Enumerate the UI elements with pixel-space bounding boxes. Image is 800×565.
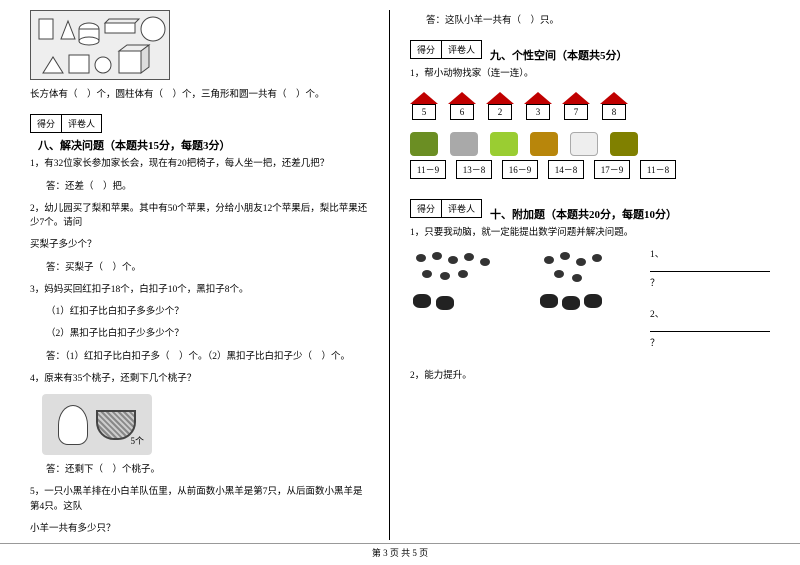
blank-line[interactable] xyxy=(650,322,770,332)
q8-4: 4，原来有35个桃子，还剩下几个桃子？ xyxy=(30,372,369,386)
q8-4-ans: 答：还剩下（ ）个桃子。 xyxy=(30,463,369,477)
section-10-title: 十、附加题（本题共20分，每题10分） xyxy=(490,206,677,222)
animal-row xyxy=(410,132,770,156)
qmark: ？ xyxy=(650,279,660,289)
line-label: 1、 xyxy=(650,250,664,260)
section-8-title: 八、解决问题（本题共15分，每题3分） xyxy=(38,137,369,153)
house-value: 5 xyxy=(412,104,436,120)
q8-1-ans: 答：还差（ ）把。 xyxy=(30,180,369,194)
house-item: 6 xyxy=(448,92,476,120)
q8-3-1: （1）红扣子比白扣子多多少个？ xyxy=(30,305,369,319)
score-label: 得分 xyxy=(31,115,62,132)
roof-icon xyxy=(448,92,476,104)
expr-box: 13－8 xyxy=(456,160,492,179)
q8-5a: 5，一只小黑羊排在小白羊队伍里，从前面数小黑羊是第7只，从后面数小黑羊是第4只。… xyxy=(30,485,369,514)
q8-3-ans: 答：（1）红扣子比白扣子多（ ）个。（2）黑扣子比白扣子少（ ）个。 xyxy=(30,350,369,364)
peach-count-label: 5个 xyxy=(130,434,144,447)
section-8-header: 得分 评卷人 xyxy=(30,106,369,137)
q8-2-ans: 答：买梨子（ ）个。 xyxy=(30,261,369,275)
house-item: 2 xyxy=(486,92,514,120)
house-value: 3 xyxy=(526,104,550,120)
kid-icon xyxy=(58,405,88,445)
right-column: 答：这队小羊一共有（ ）只。 得分 评卷人 九、个性空间（本题共5分） 1，帮小… xyxy=(410,10,770,540)
q8-2a: 2，幼儿园买了梨和苹果。其中有50个苹果，分给小朋友12个苹果后，梨比苹果还少7… xyxy=(30,202,369,231)
house-value: 7 xyxy=(564,104,588,120)
q10-1-content: 1、 ？ 2、 ？ xyxy=(410,244,770,356)
expr-box: 17－9 xyxy=(594,160,630,179)
peach-image: 5个 xyxy=(42,394,152,455)
page-container: 长方体有（ ）个，圆柱体有（ ）个，三角形和圆一共有（ ）个。 得分 评卷人 八… xyxy=(0,0,800,540)
bird-cluster xyxy=(410,250,510,310)
bird-cluster xyxy=(540,250,640,310)
page-footer: 第 3 页 共 5 页 xyxy=(0,543,800,559)
q8-1: 1，有32位家长参加家长会，现在有20把椅子，每人坐一把，还差几把？ xyxy=(30,157,369,171)
shapes-svg xyxy=(31,11,171,81)
animal-icon xyxy=(530,132,558,156)
score-label: 得分 xyxy=(411,41,442,58)
answer-line-1: 1、 ？ xyxy=(650,248,770,292)
q8-2b: 买梨子多少个？ xyxy=(30,238,369,252)
animal-icon xyxy=(610,132,638,156)
roof-icon xyxy=(410,92,438,104)
house-item: 3 xyxy=(524,92,552,120)
expr-box: 11－8 xyxy=(640,160,676,179)
shapes-caption: 长方体有（ ）个，圆柱体有（ ）个，三角形和圆一共有（ ）个。 xyxy=(30,88,369,102)
roof-icon xyxy=(600,92,628,104)
expr-box: 14－8 xyxy=(548,160,584,179)
q10-1: 1，只要我动脑，就一定能提出数学问题并解决问题。 xyxy=(410,226,770,240)
answer-lines: 1、 ？ 2、 ？ xyxy=(650,244,770,356)
q10-2: 2，能力提升。 xyxy=(410,369,770,383)
column-divider xyxy=(389,10,390,540)
q8-3-2: （2）黑扣子比白扣子少多少个？ xyxy=(30,327,369,341)
line-label: 2、 xyxy=(650,310,664,320)
animal-icon xyxy=(490,132,518,156)
roof-icon xyxy=(524,92,552,104)
score-table-9: 得分 评卷人 xyxy=(410,40,482,59)
house-value: 2 xyxy=(488,104,512,120)
expression-row: 11－9 13－8 16－9 14－8 17－9 11－8 xyxy=(410,160,770,179)
house-item: 5 xyxy=(410,92,438,120)
section-10-header: 得分 评卷人 十、附加题（本题共20分，每题10分） xyxy=(410,191,770,222)
flock-image xyxy=(410,250,640,310)
left-column: 长方体有（ ）个，圆柱体有（ ）个，三角形和圆一共有（ ）个。 得分 评卷人 八… xyxy=(30,10,369,540)
section-9-title: 九、个性空间（本题共5分） xyxy=(490,47,628,63)
roof-icon xyxy=(562,92,590,104)
score-label: 得分 xyxy=(411,200,442,217)
blank-line[interactable] xyxy=(650,262,770,272)
house-item: 7 xyxy=(562,92,590,120)
score-table-10: 得分 评卷人 xyxy=(410,199,482,218)
grader-label: 评卷人 xyxy=(442,41,481,58)
animal-icon xyxy=(570,132,598,156)
expr-box: 11－9 xyxy=(410,160,446,179)
roof-icon xyxy=(486,92,514,104)
qmark: ？ xyxy=(650,339,660,349)
grader-label: 评卷人 xyxy=(442,200,481,217)
q8-3: 3，妈妈买回红扣子18个，白扣子10个，黑扣子8个。 xyxy=(30,283,369,297)
house-value: 6 xyxy=(450,104,474,120)
q8-5-ans: 答：这队小羊一共有（ ）只。 xyxy=(410,14,770,28)
house-row: 5 6 2 3 7 8 xyxy=(410,92,770,120)
animal-icon xyxy=(450,132,478,156)
answer-line-2: 2、 ？ xyxy=(650,308,770,352)
q8-5b: 小羊一共有多少只？ xyxy=(30,522,369,536)
expr-box: 16－9 xyxy=(502,160,538,179)
animal-icon xyxy=(410,132,438,156)
shapes-image xyxy=(30,10,170,80)
house-value: 8 xyxy=(602,104,626,120)
q9-1: 1，帮小动物找家（连一连）。 xyxy=(410,67,770,81)
house-item: 8 xyxy=(600,92,628,120)
section-9-header: 得分 评卷人 九、个性空间（本题共5分） xyxy=(410,32,770,63)
score-table-8: 得分 评卷人 xyxy=(30,114,102,133)
grader-label: 评卷人 xyxy=(62,115,101,132)
